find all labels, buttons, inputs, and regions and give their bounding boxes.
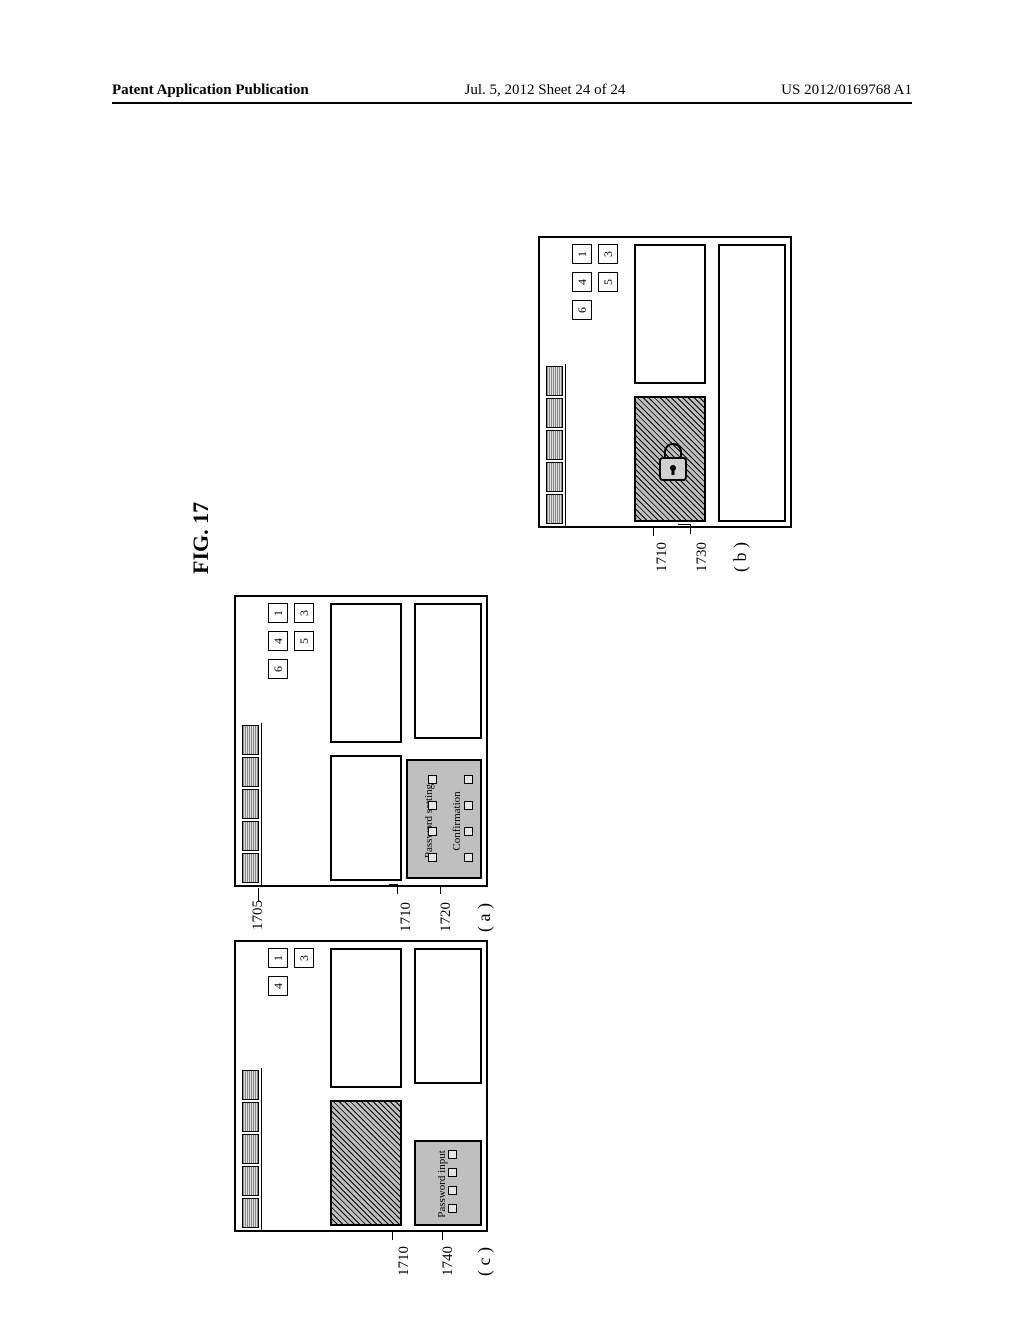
sublabel-b: ( b ) bbox=[730, 542, 751, 572]
key-4[interactable]: 4 bbox=[572, 272, 592, 292]
key-6[interactable]: 6 bbox=[572, 300, 592, 320]
sublabel-a: ( a ) bbox=[474, 903, 495, 932]
callout-1705: 1705 bbox=[250, 900, 267, 930]
lead-1710b bbox=[653, 528, 654, 536]
sublabel-c: ( c ) bbox=[474, 1247, 495, 1276]
header-right: US 2012/0169768 A1 bbox=[781, 82, 912, 99]
key-3[interactable]: 3 bbox=[294, 948, 314, 968]
lead-1710a-h bbox=[389, 884, 397, 885]
key-5[interactable]: 5 bbox=[294, 631, 314, 651]
key-4[interactable]: 4 bbox=[268, 631, 288, 651]
panel-c: 1 3 4 Password input bbox=[234, 940, 488, 1232]
callout-1740: 1740 bbox=[440, 1246, 457, 1276]
lead-1710c bbox=[392, 1232, 393, 1240]
panel-b-box2 bbox=[718, 244, 786, 522]
panel-b-box1 bbox=[634, 244, 706, 384]
callout-1730: 1730 bbox=[694, 542, 711, 572]
lock-icon bbox=[656, 440, 690, 489]
page-header: Patent Application Publication Jul. 5, 2… bbox=[0, 82, 1024, 99]
pw-input-label: Password input bbox=[436, 1134, 448, 1234]
lead-1710a-v bbox=[397, 884, 398, 894]
lead-1705 bbox=[258, 888, 259, 902]
panel-a: 1 3 4 5 6 Password setting Confirmation bbox=[234, 595, 488, 887]
lead-1730-h bbox=[678, 524, 690, 525]
panel-b-sidebar bbox=[544, 364, 566, 526]
callout-1710b: 1710 bbox=[654, 542, 671, 572]
key-6[interactable]: 6 bbox=[268, 659, 288, 679]
panel-c-locked-region bbox=[330, 1100, 402, 1226]
key-3[interactable]: 3 bbox=[598, 244, 618, 264]
callout-1710c: 1710 bbox=[396, 1246, 413, 1276]
dialog-password-setting: Password setting Confirmation bbox=[406, 759, 482, 879]
key-1[interactable]: 1 bbox=[572, 244, 592, 264]
header-divider bbox=[112, 102, 912, 104]
figure-label: FIG. 17 bbox=[188, 502, 214, 574]
lead-1720 bbox=[440, 886, 441, 894]
panel-c-sidebar bbox=[240, 1068, 262, 1230]
confirmation-label: Confirmation bbox=[451, 766, 463, 876]
panel-b: 1 3 4 5 6 bbox=[538, 236, 792, 528]
header-center: Jul. 5, 2012 Sheet 24 of 24 bbox=[465, 82, 626, 99]
key-4[interactable]: 4 bbox=[268, 976, 288, 996]
key-5[interactable]: 5 bbox=[598, 272, 618, 292]
panel-a-sidebar bbox=[240, 723, 262, 885]
key-1[interactable]: 1 bbox=[268, 948, 288, 968]
panel-a-box-1710 bbox=[330, 755, 402, 881]
panel-a-box1 bbox=[330, 603, 402, 743]
callout-1720: 1720 bbox=[438, 902, 455, 932]
panel-c-box1 bbox=[330, 948, 402, 1088]
figure-area: FIG. 17 1 3 4 5 6 Password setting Confi… bbox=[130, 180, 890, 1100]
panel-a-box2 bbox=[414, 603, 482, 739]
lead-1730-v bbox=[690, 524, 691, 534]
dialog-password-input: Password input bbox=[414, 1140, 482, 1226]
key-1[interactable]: 1 bbox=[268, 603, 288, 623]
callout-1710a: 1710 bbox=[398, 902, 415, 932]
lead-1740 bbox=[442, 1232, 443, 1240]
panel-b-locked-region bbox=[634, 396, 706, 522]
header-left: Patent Application Publication bbox=[112, 82, 309, 99]
panel-c-box2 bbox=[414, 948, 482, 1084]
key-3[interactable]: 3 bbox=[294, 603, 314, 623]
